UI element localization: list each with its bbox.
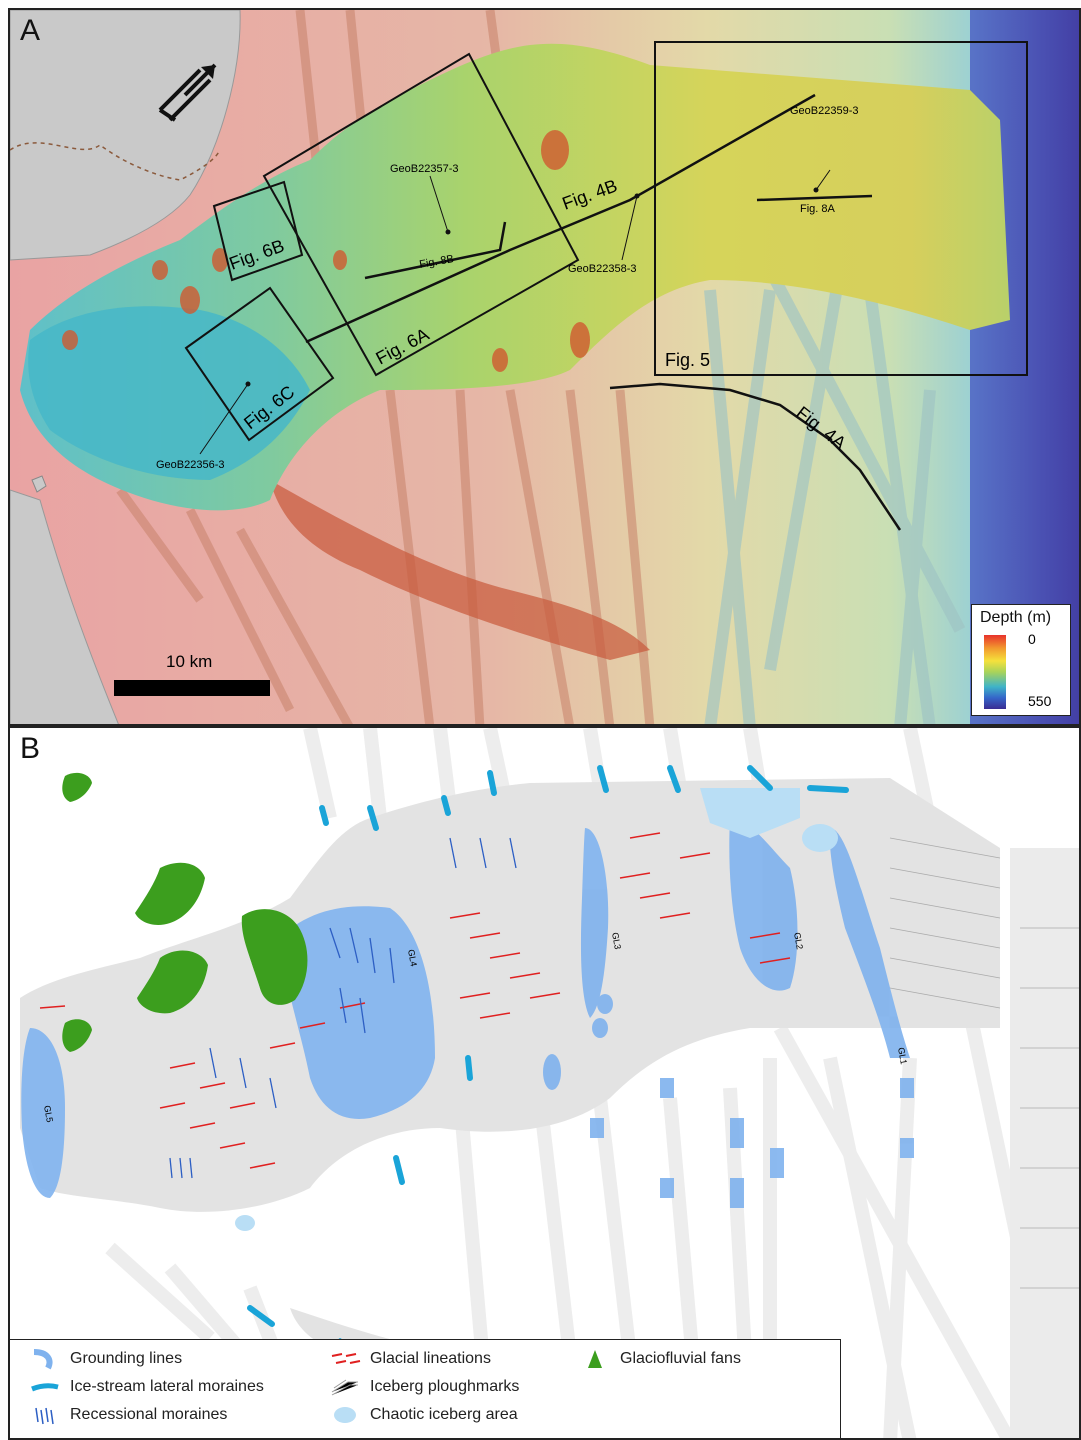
gl2-zone [729,818,798,991]
bathymetry-map-svg: Fig. 6B Fig. 6A Fig. 6C Fig. 4B Fig. 5 F… [10,10,1079,724]
recessional-moraine-icon [35,1407,54,1425]
glacial-lineation-icon [331,1353,361,1364]
core-points [245,187,819,387]
iceberg-ploughmark-icon [331,1379,358,1396]
chaotic-iceberg-icon [334,1407,356,1423]
depth-legend-max: 550 [1028,693,1052,709]
gl1-label: GL1 [896,1047,909,1065]
fig4b-line [305,93,816,344]
fan-2 [135,862,205,925]
geomorphology-map-svg: GL1 GL2 GL3 GL4 GL5 [20,728,1079,1438]
glacial-lineations [39,832,791,1169]
depth-legend-min: 0 [1028,631,1036,647]
core-leader-lines [199,169,831,455]
north-arrow-icon [158,63,217,122]
fig4a-line [609,382,902,531]
scale-bar-graphic [114,680,270,696]
legend-grounding-lines: Grounding lines [28,1348,182,1370]
legend-chaotic-iceberg: Chaotic iceberg area [328,1404,518,1426]
grounding-lines [21,818,914,1208]
land-mass-south [10,489,119,724]
core-label-1: GeoB22357-3 [390,163,459,175]
boundary-dashed-line [10,142,221,181]
glaciofluvial-fans-placed [62,909,308,1052]
fig8a-line [756,194,873,202]
depth-legend: Depth (m) 0 550 [971,604,1071,716]
depth-color-ramp [984,635,1006,709]
fig5-box [654,41,1028,376]
label-fig8b: Fig. 8B [418,253,454,271]
fig6b-box [212,180,304,282]
legend-glaciofluvial-fans: Glaciofluvial fans [578,1348,741,1370]
legend-chaotic-iceberg-label: Chaotic iceberg area [370,1406,518,1423]
gl4-label: GL4 [406,949,419,967]
panel-b-geomorphology-map: B [8,726,1081,1440]
small-island [31,475,47,493]
map-legend: Grounding lines Ice-stream lateral morai… [10,1339,841,1438]
legend-glacial-lineations: Glacial lineations [328,1348,491,1370]
gl5-zone [21,1028,65,1198]
lateral-moraines [247,765,849,1327]
gl3-zone [580,828,609,1018]
figure-boxes [184,41,1028,442]
grounding-line-icon [33,1349,53,1370]
gl1-zone [829,828,910,1058]
legend-recessional-moraines-label: Recessional moraines [70,1406,228,1423]
core-label-4: GeoB22356-3 [156,459,225,471]
relief-highs [62,130,590,372]
legend-glaciofluvial-fans-label: Glaciofluvial fans [620,1350,741,1367]
gl5-label: GL5 [42,1105,55,1123]
scale-bar-label: 10 km [166,652,213,671]
legend-lateral-moraines-label: Ice-stream lateral moraines [70,1378,264,1395]
label-fig8a: Fig. 8A [800,203,836,215]
legend-grounding-lines-label: Grounding lines [70,1350,183,1367]
lateral-moraine-icon [31,1383,59,1392]
legend-lateral-moraines: Ice-stream lateral moraines [28,1376,264,1398]
legend-iceberg-ploughmarks: Iceberg ploughmarks [328,1376,519,1398]
core-label-2: GeoB22359-3 [790,105,859,117]
scale-bar: 10 km [114,652,270,696]
panel-b-letter: B [20,732,41,765]
profile-lines [305,93,902,531]
southern-ridge [270,480,650,660]
fig6c-box [184,286,335,442]
survey-tracks-deep [704,267,966,724]
glaciofluvial-fan-icon [588,1350,602,1368]
chaotic-iceberg-areas [235,788,838,1231]
gl4-zone [280,906,435,1119]
legend-glacial-lineations-label: Glacial lineations [370,1350,491,1367]
panel-a-letter: A [20,14,41,47]
legend-recessional-moraines: Recessional moraines [28,1404,227,1426]
fig6a-box [262,52,580,377]
depth-legend-title: Depth (m) [980,609,1052,626]
label-fig5: Fig. 5 [665,350,710,370]
iceberg-ploughmarks-area [889,837,1079,1289]
panel-a-bathymetry-map: A [8,8,1081,726]
gl2-label: GL2 [792,932,805,950]
core-label-3: GeoB22358-3 [568,263,637,275]
recessional-moraines [169,837,517,1179]
gl3-label: GL3 [610,932,623,950]
trough-deep-basin [28,306,311,480]
land-mass-north [10,10,241,261]
fig8b-line [364,221,507,280]
shelf-edge-area [1010,848,1079,1438]
legend-iceberg-ploughmarks-label: Iceberg ploughmarks [370,1378,520,1395]
fan-3 [62,772,92,802]
